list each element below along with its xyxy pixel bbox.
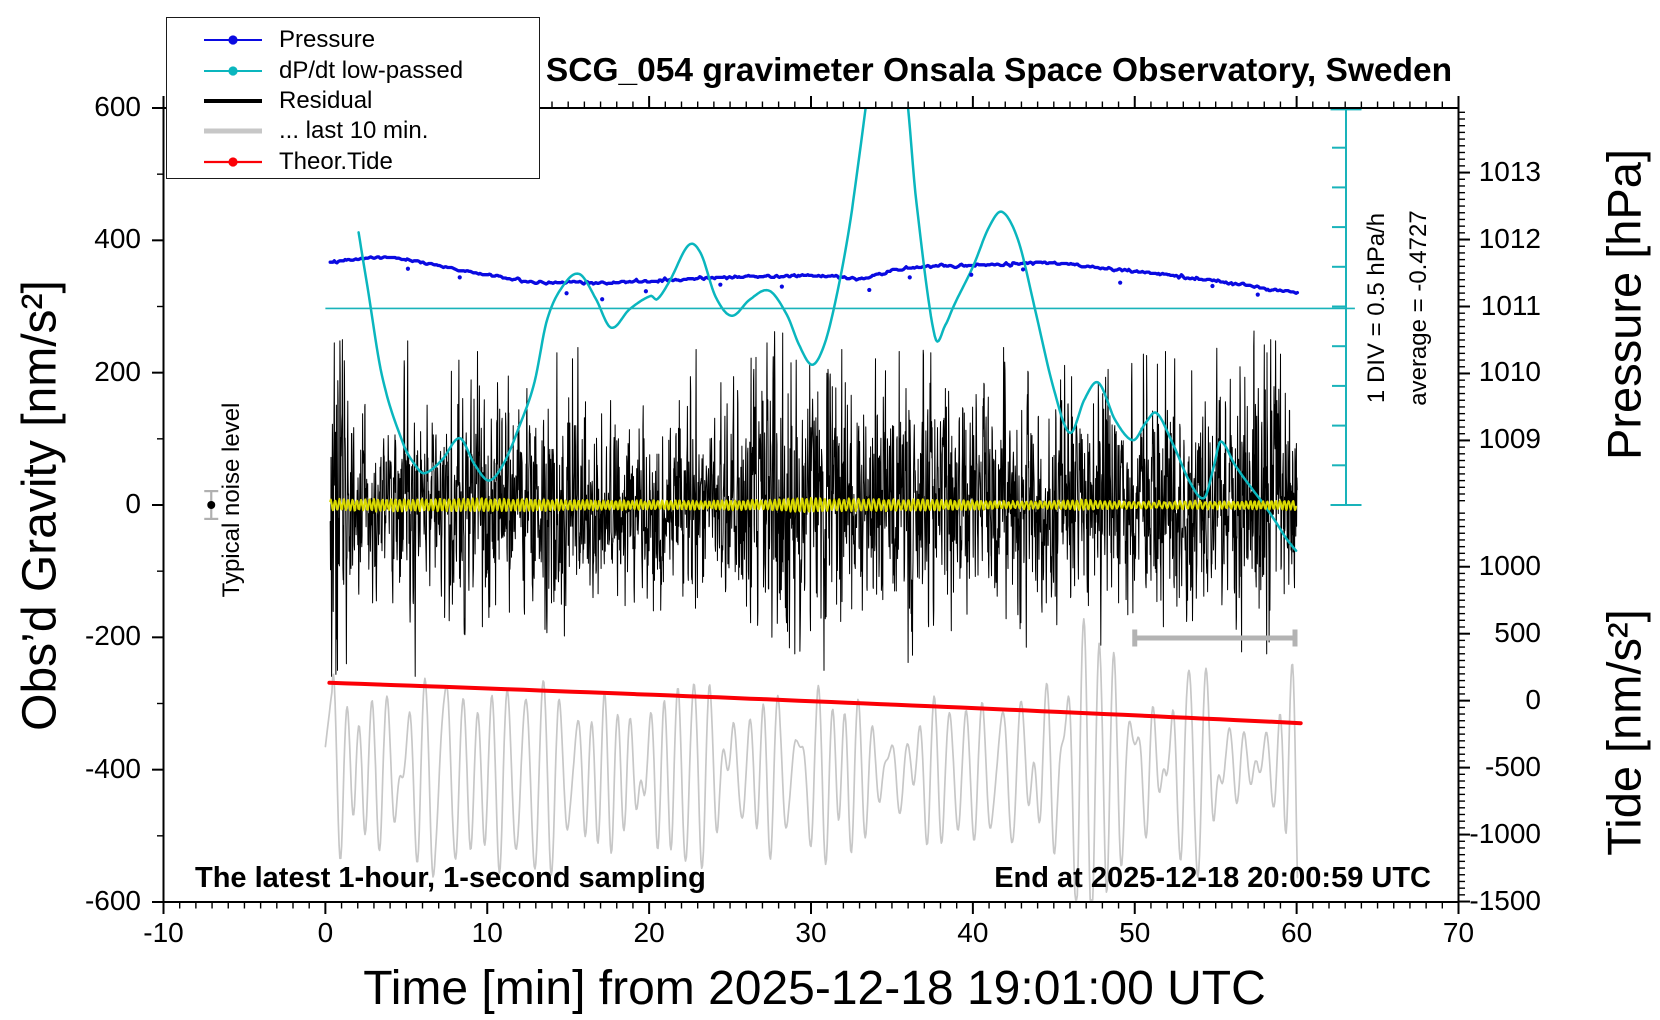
div-scale-bar — [1330, 108, 1362, 506]
x-tick-label: 10 — [471, 917, 503, 948]
legend-label-pressure: Pressure — [279, 26, 376, 53]
pressure-line-swatch — [204, 35, 262, 45]
theor-tide-line-swatch-marker — [228, 157, 238, 167]
pressure-tick-label: 1013 — [1478, 155, 1541, 187]
theor-tide-line-swatch — [204, 157, 262, 167]
tide-tick-label: -500 — [1484, 750, 1541, 782]
pressure-outlier-dot — [643, 289, 648, 294]
x-tick-label: 60 — [1281, 917, 1313, 948]
y-left-tick-label: 200 — [94, 355, 141, 387]
last10min-line-swatch — [204, 128, 262, 134]
noise-level-dot — [207, 501, 216, 509]
chart-title: SCG_054 gravimeter Onsala Space Observat… — [545, 52, 1453, 89]
x-tick-label: 0 — [317, 917, 334, 948]
series-residual-lowpassed — [329, 496, 1298, 513]
series-pressure — [328, 255, 1300, 295]
legend-row-theor-tide: Theor.Tide — [167, 147, 539, 177]
pressure-outlier-dot — [564, 291, 569, 296]
legend-row-dpdt: dP/dt low-passed — [167, 56, 539, 86]
plot-frame — [162, 107, 1460, 903]
y-left-tick-label: 600 — [94, 91, 141, 122]
pressure-outlier-dot — [969, 272, 974, 277]
legend-label-last10min: ... last 10 min. — [279, 117, 429, 144]
pressure-outlier-dot — [718, 282, 723, 287]
y-left-tick-label: -400 — [84, 752, 141, 784]
series-residual — [329, 330, 1298, 677]
last10min-window-bar — [1132, 629, 1298, 647]
pressure-outlier-dot — [1020, 267, 1026, 272]
pressure-outlier-dot — [867, 287, 872, 293]
series-layer — [324, 108, 1303, 901]
x-tick-label: 20 — [633, 917, 665, 948]
x-tick-label: -10 — [143, 917, 184, 948]
legend-label-theor-tide: Theor.Tide — [279, 148, 393, 175]
pressure-outlier-dot — [907, 275, 912, 280]
x-tick-label: 50 — [1119, 917, 1151, 948]
pressure-tick-label: 1010 — [1478, 356, 1541, 388]
typical-noise-level-label: Typical noise level — [218, 402, 245, 598]
tide-tick-label: 1000 — [1478, 549, 1541, 581]
noise-level-marker — [204, 490, 219, 520]
end-time-note: End at 2025-12-18 20:00:59 UTC — [994, 862, 1431, 894]
pressure-tick-label: 1012 — [1478, 222, 1541, 254]
y-left-tick-label: 0 — [125, 488, 141, 519]
x-tick-label: 40 — [957, 917, 989, 948]
y-left-tick-label: 400 — [94, 223, 141, 255]
series-theor-tide — [327, 680, 1303, 726]
x-axis-label: Time [min] from 2025-12-18 19:01:00 UTC — [363, 962, 1266, 1015]
legend-row-residual: Residual — [167, 86, 539, 116]
x-tick-label: 70 — [1442, 917, 1475, 948]
sampling-note: The latest 1-hour, 1-second sampling — [195, 862, 706, 894]
y-right-tide-axis-label: Tide [nm/s²] — [1597, 609, 1651, 856]
residual-line-swatch — [204, 99, 262, 103]
tide-tick-label: -1000 — [1469, 817, 1541, 849]
legend: Pressure dP/dt low-passed Residual ... l… — [166, 17, 540, 179]
pressure-outlier-dot — [405, 266, 411, 271]
pressure-line-swatch-marker — [228, 35, 238, 45]
div-scale-label: 1 DIV = 0.5 hPa/h — [1363, 212, 1390, 404]
x-tick-label: 30 — [795, 917, 827, 948]
legend-row-pressure: Pressure — [167, 25, 539, 55]
y-left-tick-label: -600 — [84, 885, 141, 916]
tide-tick-label: 500 — [1494, 616, 1541, 648]
tick-marks-layer — [152, 96, 1470, 914]
legend-label-dpdt: dP/dt low-passed — [279, 57, 464, 84]
legend-label-residual: Residual — [279, 87, 373, 114]
tide-tick-label: 0 — [1525, 683, 1541, 715]
legend-row-last10min: ... last 10 min. — [167, 116, 539, 146]
pressure-outlier-dot — [779, 284, 784, 289]
pressure-outlier-dot — [1255, 292, 1260, 297]
pressure-tick-label: 1011 — [1480, 289, 1541, 321]
dpdt-line-swatch-marker — [228, 66, 238, 76]
series-dpdt-lowpassed — [357, 108, 1298, 552]
series-residual-last-10min — [324, 617, 1299, 901]
pressure-tick-label: 1009 — [1478, 423, 1541, 455]
pressure-outlier-dot — [457, 275, 462, 280]
tide-tick-label: -1500 — [1469, 884, 1541, 916]
dpdt-line-swatch — [204, 66, 262, 76]
pressure-outlier-dot — [600, 297, 605, 302]
pressure-outlier-dot — [1210, 283, 1215, 289]
pressure-outlier-dot — [1118, 280, 1123, 285]
y-left-tick-label: -200 — [84, 620, 141, 652]
